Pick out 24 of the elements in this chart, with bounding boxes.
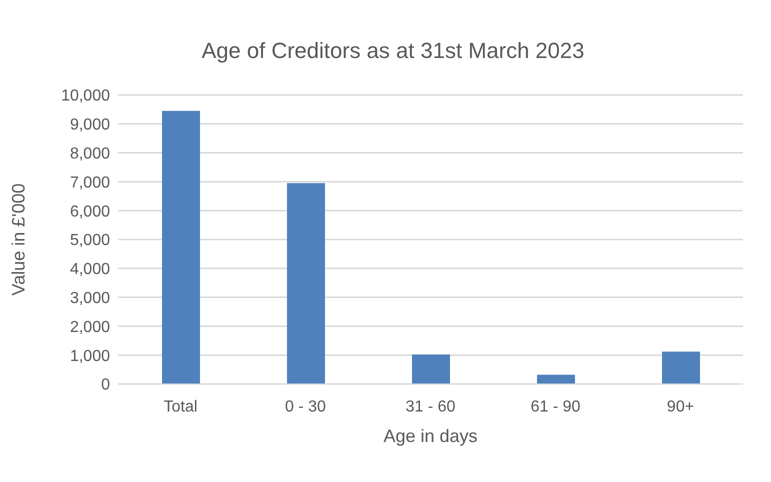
x-tick-label: 61 - 90: [530, 398, 581, 416]
y-tick-label: 10,000: [61, 88, 110, 105]
x-tick-label: 31 - 60: [406, 398, 456, 416]
y-tick-label: 3,000: [70, 290, 110, 307]
y-axis-title: Value in £'000: [8, 183, 28, 296]
y-tick-label: 9,000: [70, 116, 110, 134]
y-tick-label: 1,000: [70, 348, 110, 365]
bar: [287, 183, 325, 384]
y-tick-label: 2,000: [70, 318, 110, 336]
y-tick-label: 6,000: [70, 203, 110, 220]
x-tick-label: 0 - 30: [285, 398, 326, 416]
y-tick-label: 0: [101, 376, 110, 394]
x-tick-label: 90+: [666, 398, 694, 416]
x-axis-title: Age in days: [383, 426, 478, 446]
bar: [662, 352, 700, 384]
bar: [162, 110, 200, 384]
x-tick-label: Total: [164, 398, 198, 416]
y-tick-label: 8,000: [70, 145, 110, 162]
y-tick-label: 7,000: [70, 174, 110, 192]
bar: [537, 374, 575, 384]
bar: [412, 354, 450, 384]
y-tick-label: 5,000: [70, 232, 110, 250]
chart-title: Age of Creditors as at 31st March 2023: [200, 38, 586, 64]
y-tick-label: 4,000: [70, 261, 110, 278]
